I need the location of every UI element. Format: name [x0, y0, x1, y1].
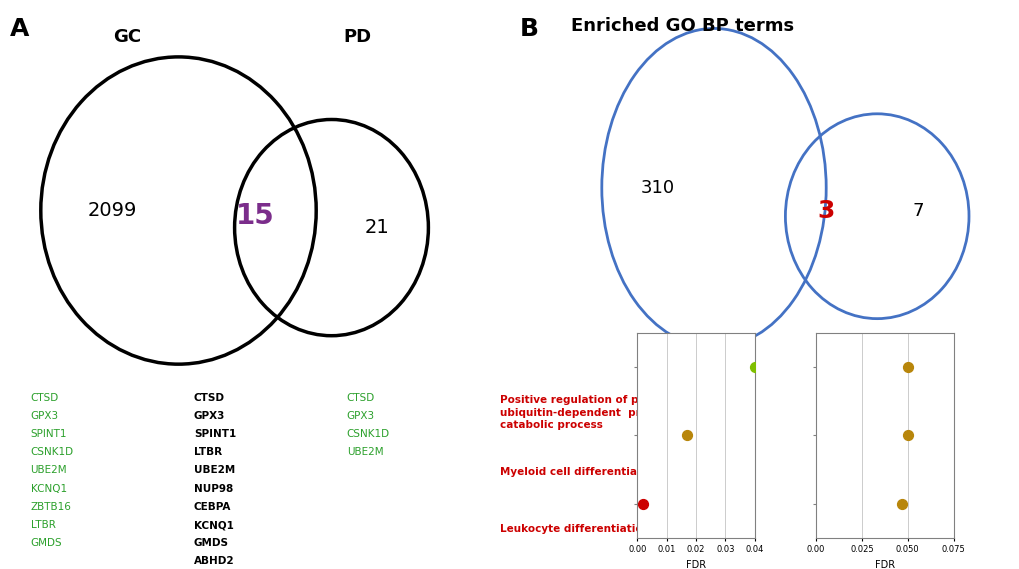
Text: ZBTB16: ZBTB16	[31, 502, 71, 512]
Point	[635, 499, 651, 508]
Text: CSNK1D: CSNK1D	[31, 447, 73, 457]
Text: GPX3: GPX3	[194, 411, 225, 421]
Point	[899, 362, 915, 372]
Text: KCNQ1: KCNQ1	[31, 484, 66, 494]
Text: 2099: 2099	[88, 201, 137, 220]
Text: KCNQ1: KCNQ1	[194, 520, 233, 530]
Point	[894, 499, 910, 508]
Text: 15: 15	[235, 202, 274, 230]
Text: GC: GC	[113, 28, 142, 47]
Text: Leukocyte differentiation: Leukocyte differentiation	[499, 524, 649, 534]
Text: UBE2M: UBE2M	[31, 465, 67, 476]
Text: CTSD: CTSD	[194, 393, 224, 403]
Text: ABHD2: ABHD2	[194, 556, 234, 567]
Text: Enriched GO BP terms: Enriched GO BP terms	[571, 17, 794, 35]
Text: LTBR: LTBR	[194, 447, 222, 457]
Text: 3: 3	[816, 199, 835, 222]
Text: GMDS: GMDS	[194, 538, 228, 549]
Text: 21: 21	[365, 218, 389, 237]
Text: GMDS: GMDS	[31, 538, 62, 549]
Text: LTBR: LTBR	[31, 520, 55, 530]
Text: NUP98: NUP98	[194, 484, 232, 494]
Text: Myeloid cell differentiation: Myeloid cell differentiation	[499, 467, 659, 477]
Text: SPINT1: SPINT1	[194, 429, 235, 439]
Text: Positive regulation of proteasomal
ubiquitin-dependent  protein
catabolic proces: Positive regulation of proteasomal ubiqu…	[499, 395, 704, 430]
Text: GC: GC	[702, 364, 725, 379]
Text: A: A	[10, 17, 30, 41]
Point	[899, 431, 915, 440]
Text: PD: PD	[897, 347, 917, 362]
Text: UBE2M: UBE2M	[346, 447, 383, 457]
Text: PD: PD	[342, 28, 371, 47]
Text: SPINT1: SPINT1	[31, 429, 67, 439]
X-axis label: FDR: FDR	[686, 560, 705, 569]
Text: CTSD: CTSD	[31, 393, 59, 403]
Text: CTSD: CTSD	[346, 393, 375, 403]
Text: 7: 7	[911, 201, 923, 220]
Text: 310: 310	[640, 179, 675, 197]
Text: CEBPA: CEBPA	[194, 502, 231, 512]
Text: CSNK1D: CSNK1D	[346, 429, 389, 439]
Text: GPX3: GPX3	[346, 411, 375, 421]
Point	[746, 362, 762, 372]
X-axis label: FDR: FDR	[874, 560, 894, 569]
Point	[679, 431, 695, 440]
Text: GPX3: GPX3	[31, 411, 59, 421]
Text: UBE2M: UBE2M	[194, 465, 234, 476]
Text: B: B	[520, 17, 539, 41]
